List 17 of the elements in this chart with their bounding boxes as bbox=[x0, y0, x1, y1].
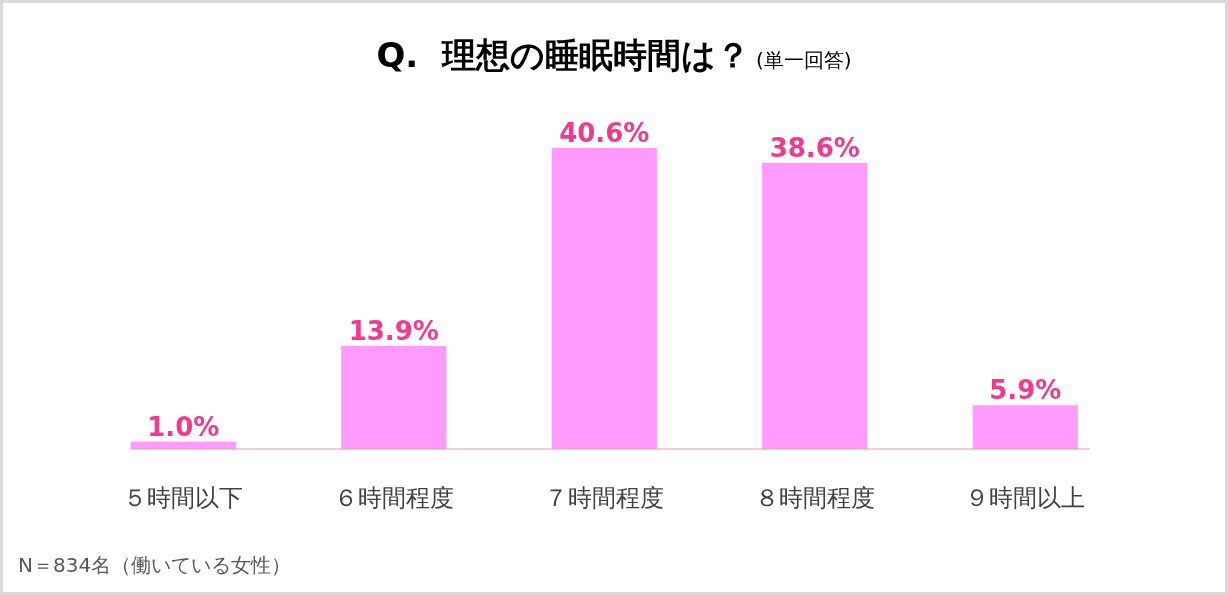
bar bbox=[341, 345, 447, 449]
x-tick-label: ９時間以上 bbox=[965, 484, 1086, 512]
x-tick-label: ７時間程度 bbox=[544, 484, 665, 512]
bar bbox=[551, 148, 657, 449]
data-label: 5.9% bbox=[989, 375, 1062, 406]
chart-title: Q. 理想の睡眠時間は？ bbox=[376, 35, 750, 75]
bar bbox=[762, 162, 868, 449]
bar bbox=[972, 405, 1078, 449]
x-tick-label: ６時間程度 bbox=[333, 484, 454, 512]
data-label: 13.9% bbox=[348, 315, 439, 346]
x-tick-label: ８時間程度 bbox=[754, 484, 875, 512]
x-tick-label: ５時間以下 bbox=[123, 484, 244, 512]
data-label: 38.6% bbox=[769, 132, 860, 163]
data-label: 1.0% bbox=[147, 411, 220, 442]
text: N＝834名（働いている女性） bbox=[18, 553, 292, 577]
data-label: 40.6% bbox=[559, 118, 650, 148]
chart-subtitle: (単一回答) bbox=[755, 48, 852, 72]
